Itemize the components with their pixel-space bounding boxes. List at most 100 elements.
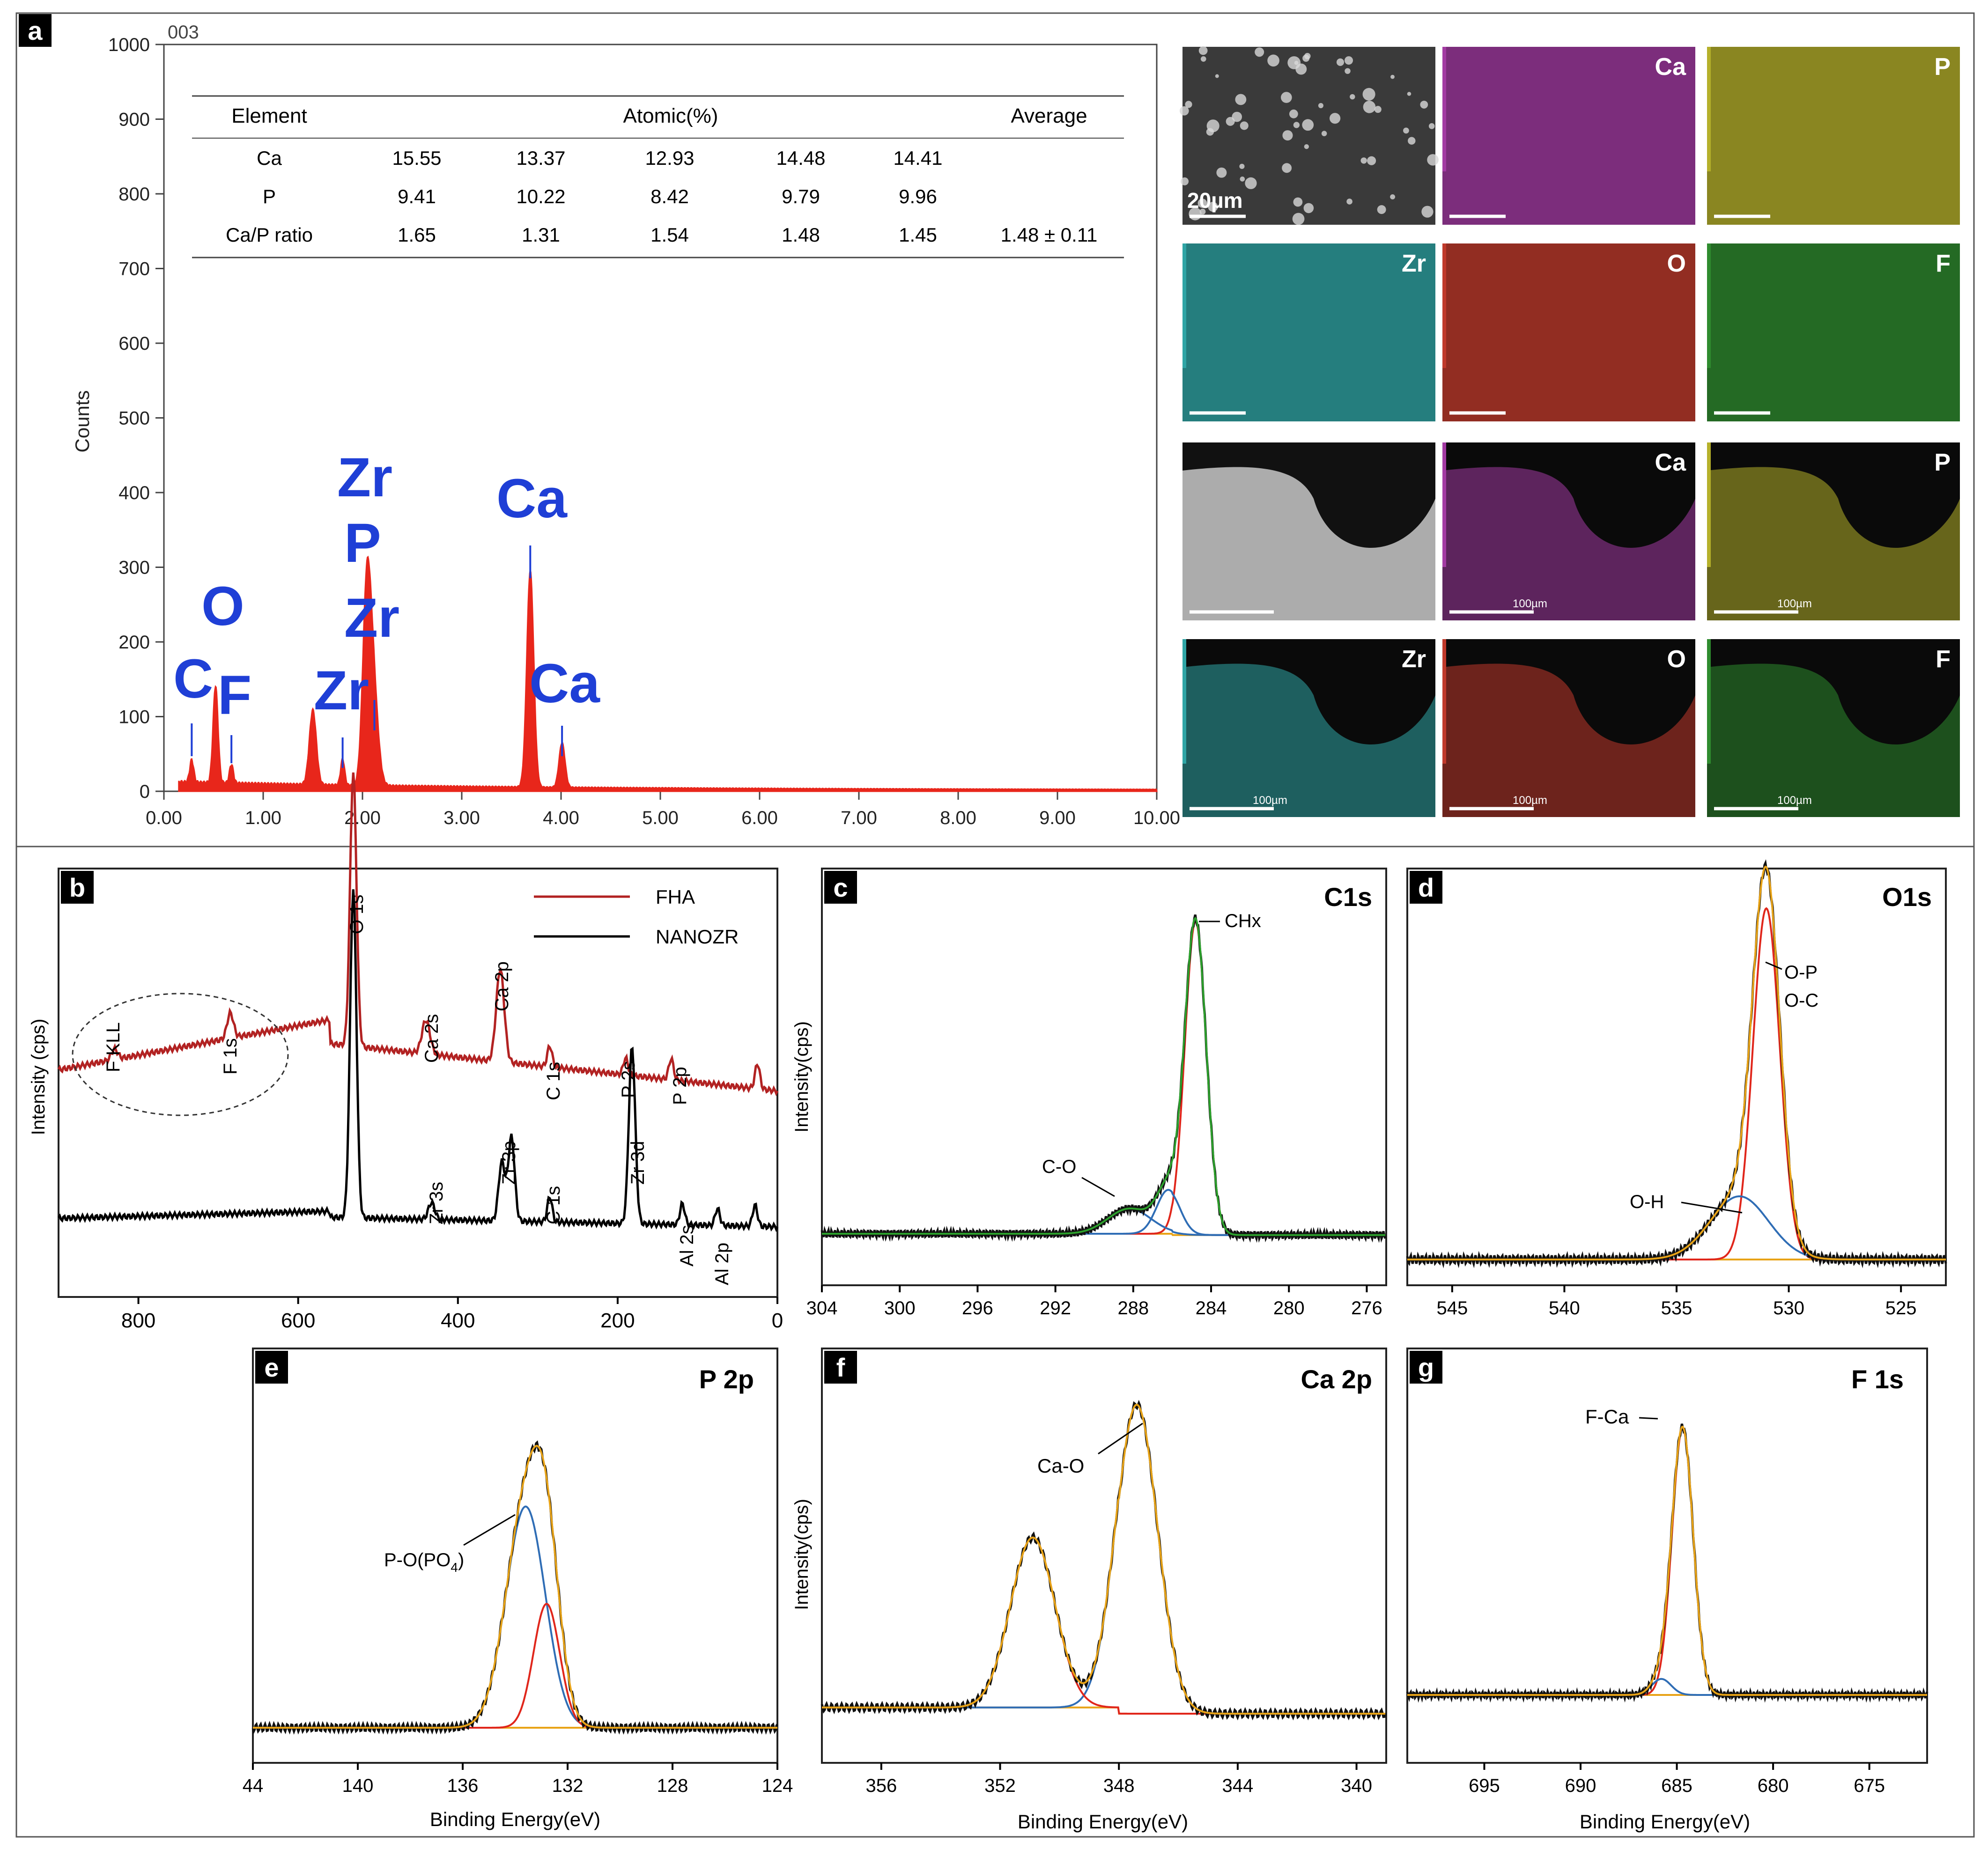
peak-label: Al 2p [712,1243,732,1285]
table-rows: Ca 15.55 13.37 12.93 14.48 14.41 P 9.41 10.22 8.4… [226,147,1097,246]
x-tick-label: 140 [342,1775,374,1796]
y-tick-label: 600 [118,333,150,354]
arrow-ca-o [1098,1422,1143,1455]
svg-text:d: d [1418,873,1434,902]
legend-label-fha: FHA [656,886,695,908]
y-tick-label: 400 [118,483,150,503]
component-0 [822,1403,1385,1715]
fit-envelope [1407,1425,1927,1696]
peak-label: Ca [496,468,568,530]
x-tick-label: 284 [1196,1298,1227,1319]
scale-bar-label: 100µm [1777,597,1812,610]
component-1 [253,1603,777,1729]
arrow-p-o [463,1514,516,1546]
peak-label: Zr 3d [628,1141,648,1185]
particle [1363,101,1376,113]
x-axis-label: Binding Energy(eV) [430,1808,600,1830]
atomic-table: Element Atomic(%) Average Ca 15.55 13.37 12… [192,95,1124,258]
particle [1200,56,1206,62]
element-map: O [1442,243,1695,421]
panel-label-c: c [824,871,857,904]
map-signal [1442,467,1695,620]
particle [1240,177,1245,182]
x-ticks: 356 352 348 344 340 [865,1763,1372,1796]
component-0 [253,1505,777,1729]
particle [1185,101,1192,108]
plot-frame [821,868,1387,1286]
table-cell: 12.93 [645,147,694,169]
x-tick-label: 344 [1222,1775,1254,1796]
annotation-o-c: O-C [1784,990,1818,1011]
x-tick-label: 280 [1273,1298,1305,1319]
particle [1245,177,1257,189]
panel-c-c1s: C1s Intensity(cps) 304 300 296 292 288 284 280… [791,868,1387,1319]
scale-bar-label: 100µm [1777,794,1812,807]
color-bar [1182,243,1186,368]
particle [1350,94,1355,100]
particle [1345,56,1353,65]
plot-frame [1406,1348,1928,1764]
scale-bar-label: 100µm [1253,794,1287,807]
peak-label: Al 2s [677,1225,697,1267]
fit-envelope [1407,865,1946,1260]
color-bar [1707,442,1711,567]
peak-label: Zr 3p [499,1141,519,1185]
fit-envelope [253,1444,777,1729]
peak-label: Ca 2p [492,961,512,1011]
y-axis-label: Intensity(cps) [791,1021,812,1133]
particle [1428,123,1435,129]
y-tick-label: 500 [118,408,150,429]
arrow-c-o [1081,1177,1115,1197]
element-label: O [1667,646,1686,673]
color-bar [1707,47,1711,171]
peak-label: F [218,664,251,726]
table-cell: 8.42 [650,185,689,207]
map-signal [1442,243,1695,421]
particle [1293,197,1303,207]
peak-label: P 2p [670,1067,690,1105]
map-signal [1182,243,1435,421]
element-map: Zr [1182,243,1435,421]
particle [1181,177,1189,185]
x-tick-label: 356 [865,1775,897,1796]
particle [1255,47,1264,57]
peak-label: Ca [529,653,600,715]
fit-envelope [822,916,1385,1236]
color-bar [1707,639,1711,764]
plot-frame [821,1348,1387,1764]
x-ticks: 0.00 1.00 2.00 3.00 4.00 5.00 6.00 7.00 8.00 9.00… [146,791,1180,828]
peak-labels: F KLL F 1s O 1s Ca 2s Ca 2p C 1s P 2s P 2p Zr 3s… [103,895,732,1285]
peak-label: P 2s [618,1061,639,1098]
particle [1427,154,1439,166]
element-map: P [1707,47,1960,225]
particle [1374,106,1382,113]
table-cell: 15.55 [392,147,441,169]
x-tick-label: 5.00 [642,808,679,828]
y-axis-label: Intensity (cps) [28,1019,49,1135]
particle [1198,46,1208,55]
table-cell: 10.22 [516,185,565,207]
x-tick-label: 300 [884,1298,916,1319]
particle [1240,121,1249,130]
f-region-ellipse [72,993,289,1116]
particle [1235,94,1247,105]
y-tick-label: 100 [118,707,150,728]
map-signal [1442,47,1695,225]
particle [1420,101,1428,109]
map-signal [1182,467,1435,620]
scale-bar-label: 100µm [1513,794,1547,807]
panel-title: F 1s [1851,1364,1904,1394]
x-tick-label: 4.00 [543,808,579,828]
particle [1302,119,1314,131]
x-tick-label: 600 [281,1309,315,1332]
element-label: Ca [1655,449,1687,476]
panel-letter: a [28,16,43,45]
fit-curves [1406,1423,1929,1703]
particle [1199,208,1206,215]
x-tick-label: 535 [1661,1298,1692,1319]
element-label: P [1934,449,1951,476]
x-tick-label: 340 [1341,1775,1372,1796]
x-tick-label: 128 [657,1775,688,1796]
table-row-label: P [263,185,276,207]
nanozr-spectrum [57,889,779,1232]
